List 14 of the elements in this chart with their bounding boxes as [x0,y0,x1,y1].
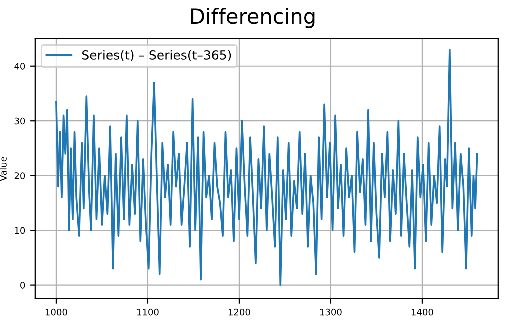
x-tick-label: 1000 [46,308,68,316]
y-tick-label: 10 [15,227,26,234]
y-tick-label: 20 [14,172,26,180]
x-tick-label: 1300 [320,308,342,316]
x-tick-label: 1200 [228,308,250,316]
line-series [56,49,478,286]
chart-title: Differencing [191,8,315,28]
x-tick-label: 1400 [412,308,434,316]
y-axis-title: Value [0,157,7,182]
y-tick-label: 40 [14,63,26,70]
y-tick-label: 30 [14,118,26,125]
legend-label: Series(t) – Series(t–365) [82,50,232,62]
y-tick-label: 0 [20,282,26,289]
x-tick-label: 1100 [137,308,159,316]
